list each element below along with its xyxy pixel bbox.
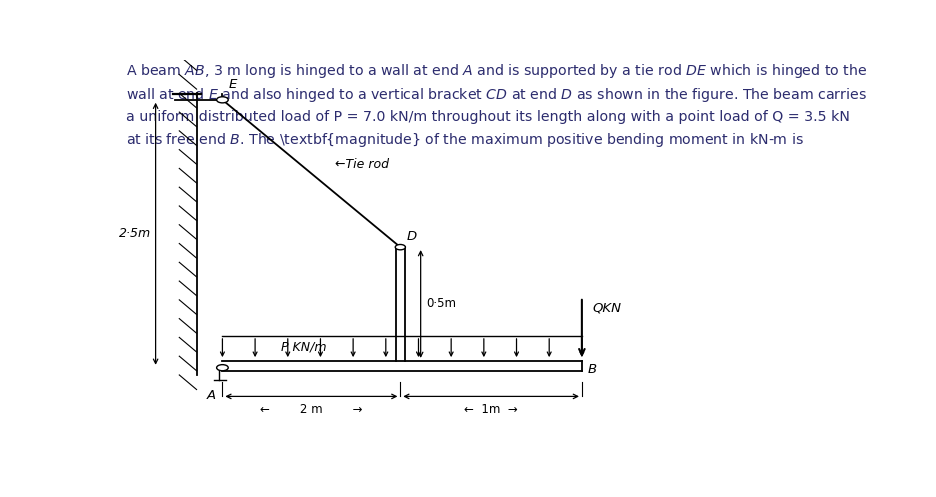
Text: ←  1m  →: ← 1m → (463, 403, 518, 415)
Polygon shape (222, 361, 581, 371)
Text: ←        2 m        →: ← 2 m → (260, 403, 362, 415)
Text: A: A (206, 389, 215, 402)
Circle shape (216, 97, 228, 103)
Circle shape (216, 365, 228, 371)
Text: A beam $AB$, 3 m long is hinged to a wall at end $A$ and is supported by a tie r: A beam $AB$, 3 m long is hinged to a wal… (125, 62, 866, 149)
Text: D: D (405, 230, 416, 243)
Polygon shape (179, 93, 197, 375)
Text: B: B (587, 363, 596, 376)
Text: QKN: QKN (592, 302, 622, 315)
Text: E: E (228, 79, 237, 91)
Circle shape (395, 245, 405, 250)
Text: ←Tie rod: ←Tie rod (334, 158, 388, 171)
Text: 2·5m: 2·5m (119, 227, 151, 240)
Text: 0·5m: 0·5m (426, 298, 456, 311)
Text: P KN/m: P KN/m (281, 341, 327, 354)
